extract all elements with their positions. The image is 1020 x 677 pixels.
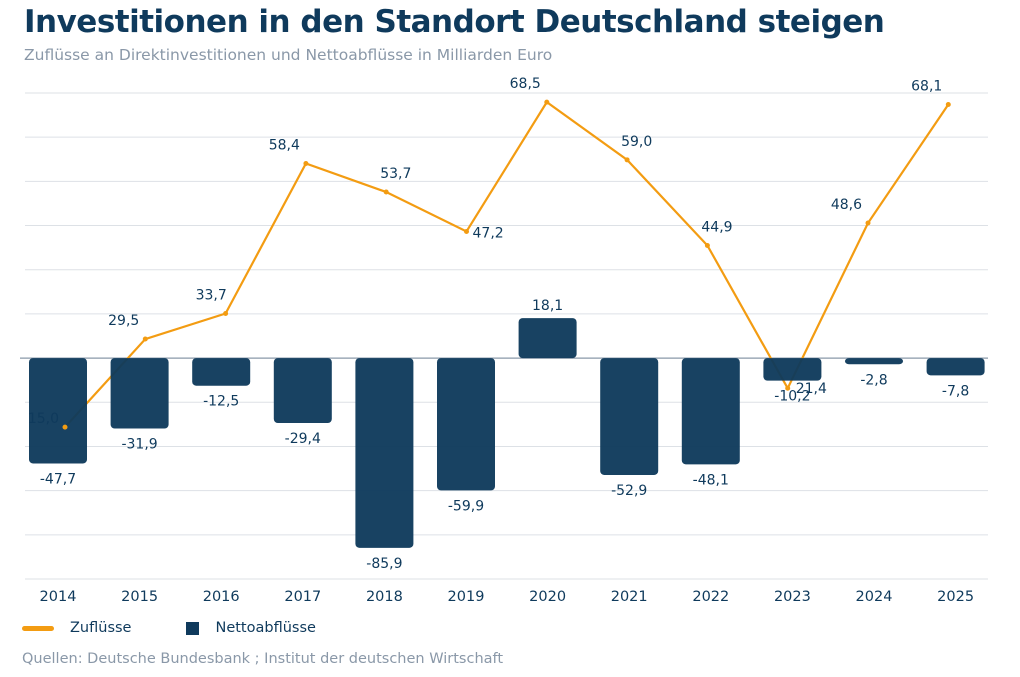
line-label: 68,5: [510, 76, 541, 92]
legend-line-swatch: [22, 625, 54, 631]
chart-subtitle: Zuflüsse an Direktinvestitionen und Nett…: [24, 46, 553, 64]
zufluesse-point-2023: [785, 385, 791, 391]
line-label: 44,9: [701, 219, 732, 235]
zufluesse-point-2014: [62, 424, 68, 430]
line-label: 53,7: [380, 166, 411, 182]
bar-2016: [192, 358, 251, 386]
x-tick-label: 2024: [856, 589, 893, 605]
bar-2023: [763, 358, 822, 381]
legend-label-nettoabfluesse: Nettoabflüsse: [215, 620, 316, 636]
bar-2020: [518, 318, 577, 359]
bar-2019: [437, 358, 495, 491]
zufluesse-point-2025: [945, 102, 951, 108]
zufluesse-point-2015: [142, 336, 148, 342]
bar-2018: [355, 358, 414, 548]
bar-label: -2,8: [860, 372, 887, 388]
bar-2025: [926, 358, 985, 376]
line-label: 21,4: [796, 381, 827, 397]
bar-label: -29,4: [285, 431, 321, 447]
zufluesse-point-2017: [303, 160, 309, 166]
line-label: 59,0: [621, 134, 652, 150]
bar-2014: [29, 358, 87, 464]
x-tick-label: 2020: [529, 589, 566, 605]
bar-label: -59,9: [448, 498, 484, 514]
bar-label: -48,1: [693, 472, 729, 488]
bar-label: -12,5: [203, 394, 239, 410]
x-tick-label: 2014: [40, 589, 77, 605]
bar-2015: [110, 358, 169, 429]
bar-label: 18,1: [532, 298, 563, 314]
line-label: 29,5: [108, 313, 139, 329]
x-tick-label: 2021: [611, 589, 648, 605]
x-tick-label: 2022: [692, 589, 729, 605]
bar-label: -31,9: [121, 437, 157, 453]
zufluesse-point-2021: [624, 157, 630, 163]
bar-label: -7,8: [942, 383, 969, 399]
chart-title: Investitionen in den Standort Deutschlan…: [24, 4, 885, 40]
bar-label: -10,2: [774, 389, 810, 405]
bar-2024: [845, 358, 903, 365]
zufluesse-point-2016: [223, 311, 229, 317]
bar-2021: [600, 358, 659, 475]
x-tick-label: 2019: [448, 589, 485, 605]
bar-label: -85,9: [366, 556, 402, 572]
line-label: 15,0: [28, 411, 59, 427]
zufluesse-point-2022: [704, 242, 710, 248]
x-tick-label: 2015: [121, 589, 158, 605]
line-label: 33,7: [196, 288, 227, 304]
legend-label-zufluesse: Zuflüsse: [70, 620, 132, 636]
x-tick-label: 2016: [203, 589, 240, 605]
zufluesse-point-2020: [544, 99, 550, 105]
bar-label: -52,9: [611, 483, 647, 499]
x-tick-label: 2023: [774, 589, 811, 605]
x-tick-label: 2018: [366, 589, 403, 605]
zufluesse-point-2018: [383, 189, 389, 195]
line-label: 48,6: [831, 197, 862, 213]
line-label: 58,4: [269, 137, 300, 153]
legend: Zuflüsse Nettoabflüsse: [22, 620, 316, 636]
x-tick-label: 2025: [937, 589, 974, 605]
bar-2022: [681, 358, 740, 465]
x-tick-label: 2017: [284, 589, 321, 605]
bar-2017: [273, 358, 332, 424]
legend-bar-swatch: [186, 621, 200, 635]
zufluesse-point-2024: [865, 220, 871, 226]
line-label: 47,2: [473, 226, 504, 242]
source-note: Quellen: Deutsche Bundesbank ; Institut …: [22, 651, 504, 667]
zufluesse-point-2019: [464, 229, 469, 235]
bar-label: -47,7: [40, 471, 76, 487]
line-label: 68,1: [911, 79, 942, 95]
